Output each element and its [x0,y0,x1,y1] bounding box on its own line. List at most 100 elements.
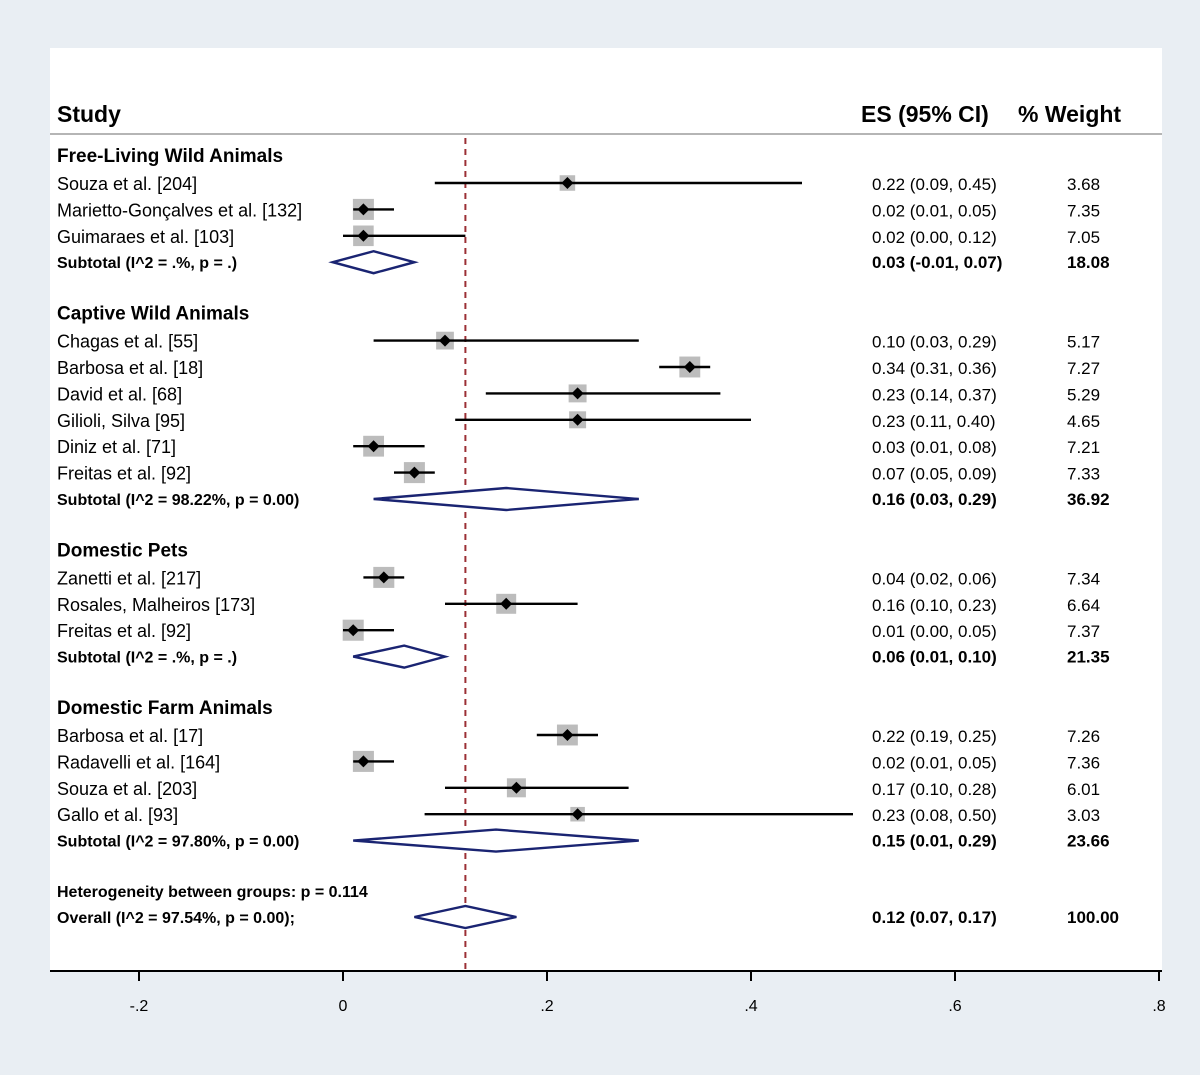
study-label: Rosales, Malheiros [173] [57,595,255,615]
subtotal-weight: 23.66 [1067,832,1110,851]
es-ci-value: 0.07 (0.05, 0.09) [872,465,997,484]
es-ci-value: 0.16 (0.10, 0.23) [872,596,997,615]
overall-label: Overall (I^2 = 97.54%, p = 0.00); [57,910,295,927]
study-label: Freitas et al. [92] [57,621,191,641]
subtotal-diamond [352,644,450,669]
overall-es-ci: 0.12 (0.07, 0.17) [872,908,997,927]
subtotal-es-ci: 0.15 (0.01, 0.29) [872,832,997,851]
subtotal-weight: 18.08 [1067,253,1110,272]
x-tick-label: 0 [339,998,348,1015]
weight-value: 7.26 [1067,727,1100,746]
study-marker [485,384,721,403]
weight-value: 6.01 [1067,780,1100,799]
study-marker [353,435,425,457]
study-label: Chagas et al. [55] [57,332,198,352]
x-tick-label: .2 [540,998,553,1015]
heterogeneity-note: Heterogeneity between groups: p = 0.114 [57,884,368,901]
point-estimate [510,781,523,794]
point-estimate [561,729,574,741]
es-ci-value: 0.23 (0.11, 0.40) [872,412,996,431]
weight-value: 7.34 [1067,569,1100,588]
weight-value: 5.29 [1067,385,1100,404]
overall-weight: 100.00 [1067,908,1119,927]
point-estimate [571,387,584,400]
study-label: Barbosa et al. [17] [57,726,203,746]
study-label: Guimaraes et al. [103] [57,227,234,247]
es-ci-value: 0.10 (0.03, 0.29) [872,333,997,352]
es-ci-value: 0.02 (0.01, 0.05) [872,753,997,772]
x-tick-label: .6 [948,998,961,1015]
weight-value: 3.68 [1067,175,1100,194]
weight-value: 4.65 [1067,412,1100,431]
weight-value: 6.64 [1067,596,1100,615]
point-estimate [500,597,513,610]
study-label: Diniz et al. [71] [57,437,176,457]
point-estimate [571,413,584,426]
weight-value: 7.27 [1067,359,1100,378]
header-weight: % Weight [1018,101,1121,127]
x-tick-label: -.2 [130,998,149,1015]
point-estimate [347,624,360,637]
study-label: Freitas et al. [92] [57,464,191,484]
study-marker [434,175,802,191]
subtotal-es-ci: 0.03 (-0.01, 0.07) [872,253,1002,272]
subtotal-es-ci: 0.06 (0.01, 0.10) [872,648,997,667]
point-estimate [683,361,696,373]
x-tick-label: .4 [744,998,757,1015]
group-label: Captive Wild Animals [57,304,249,325]
subtotal-weight: 36.92 [1067,490,1110,509]
study-label: Souza et al. [203] [57,779,197,799]
subtotal-diamond [373,486,639,512]
study-marker [394,462,435,484]
header-study: Study [57,101,121,127]
study-label: Gilioli, Silva [95] [57,411,185,431]
study-marker [343,225,466,247]
group-label: Domestic Pets [57,540,188,561]
study-label: Marietto-Gonçalves et al. [132] [57,200,302,220]
weight-value: 5.17 [1067,333,1100,352]
es-ci-value: 0.22 (0.09, 0.45) [872,175,997,194]
subtotal-label: Subtotal (I^2 = .%, p = .) [57,650,237,667]
point-estimate [561,177,574,189]
group-label: Free-Living Wild Animals [57,146,283,167]
point-estimate [357,229,370,242]
point-estimate [357,203,370,216]
weight-value: 7.33 [1067,465,1100,484]
point-estimate [408,466,421,479]
subtotal-es-ci: 0.16 (0.03, 0.29) [872,490,997,509]
es-ci-value: 0.22 (0.19, 0.25) [872,727,997,746]
es-ci-value: 0.34 (0.31, 0.36) [872,359,997,378]
study-label: Zanetti et al. [217] [57,568,201,588]
study-marker [536,724,598,746]
weight-value: 7.36 [1067,753,1100,772]
es-ci-value: 0.03 (0.01, 0.08) [872,438,997,457]
study-label: Souza et al. [204] [57,174,197,194]
weight-value: 7.37 [1067,622,1100,641]
study-marker [445,778,629,798]
study-marker [352,750,394,772]
es-ci-value: 0.23 (0.08, 0.50) [872,806,997,825]
weight-value: 3.03 [1067,806,1100,825]
subtotal-label: Subtotal (I^2 = .%, p = .) [57,255,237,272]
subtotal-diamond [328,249,420,275]
header-es-ci: ES (95% CI) [861,101,989,127]
study-label: Barbosa et al. [18] [57,358,203,378]
study-label: David et al. [68] [57,384,182,404]
point-estimate [367,440,380,453]
study-marker [455,411,751,429]
study-marker [342,619,394,641]
plot-panel [50,48,1162,972]
es-ci-value: 0.17 (0.10, 0.28) [872,780,997,799]
es-ci-value: 0.23 (0.14, 0.37) [872,385,997,404]
es-ci-value: 0.01 (0.00, 0.05) [872,622,997,641]
point-estimate [357,755,370,768]
subtotal-weight: 21.35 [1067,648,1110,667]
subtotal-label: Subtotal (I^2 = 98.22%, p = 0.00) [57,492,299,509]
study-marker [424,806,853,822]
weight-value: 7.35 [1067,201,1100,220]
es-ci-value: 0.02 (0.01, 0.05) [872,201,997,220]
subtotal-label: Subtotal (I^2 = 97.80%, p = 0.00) [57,834,299,851]
point-estimate [571,808,584,821]
es-ci-value: 0.02 (0.00, 0.12) [872,228,997,247]
